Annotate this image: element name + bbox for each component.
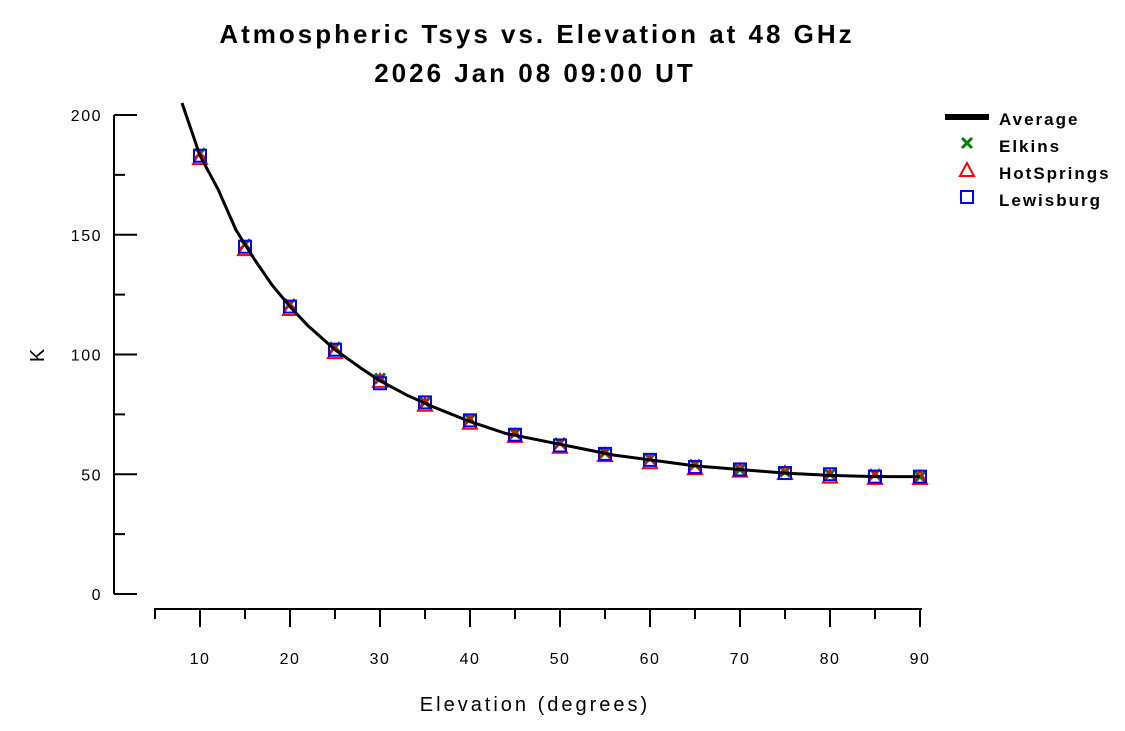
- y-axis-label: K: [27, 346, 49, 362]
- y-axis: 0 50 100 150 200: [71, 108, 137, 604]
- y-tick-label: 200: [71, 108, 102, 125]
- hotsprings-marker: [191, 149, 209, 166]
- legend-label: HotSprings: [999, 164, 1111, 183]
- lewisburg-marker: [328, 342, 342, 357]
- legend-label: Average: [999, 110, 1079, 129]
- hotsprings-marker: [686, 459, 704, 476]
- x-tick-label: 40: [460, 651, 481, 668]
- lewisburg-marker: [193, 148, 207, 163]
- x-tick-label: 80: [820, 651, 841, 668]
- series-hotsprings: [191, 149, 929, 485]
- x-tick-label: 90: [910, 651, 931, 668]
- legend-label: Elkins: [999, 137, 1061, 156]
- series-average-line: [180, 102, 920, 479]
- legend-swatch: [960, 190, 974, 204]
- hotsprings-marker: [371, 371, 389, 388]
- legend-item-lewisburg: Lewisburg: [960, 190, 1102, 210]
- legend-item-elkins: Elkins: [960, 136, 1061, 156]
- series-elkins: [193, 147, 927, 483]
- x-tick-label: 10: [190, 651, 211, 668]
- y-tick-label: 0: [92, 587, 102, 604]
- legend-swatch: [960, 136, 974, 150]
- x-axis: 10 20 30 40 50 60 70 80 90: [154, 608, 931, 668]
- chart-title: Atmospheric Tsys vs. Elevation at 48 GHz: [219, 19, 854, 49]
- legend-swatch: [958, 160, 976, 177]
- x-tick-label: 30: [370, 651, 391, 668]
- chart-subtitle: 2026 Jan 08 09:00 UT: [374, 58, 696, 88]
- legend-item-hotsprings: HotSprings: [958, 160, 1111, 183]
- x-tick-label: 50: [550, 651, 571, 668]
- x-tick-label: 20: [280, 651, 301, 668]
- x-tick-label: 60: [640, 651, 661, 668]
- lewisburg-marker: [238, 239, 252, 254]
- lewisburg-marker: [418, 395, 432, 410]
- y-tick-label: 50: [81, 467, 102, 484]
- x-tick-label: 70: [730, 651, 751, 668]
- x-axis-label: Elevation (degrees): [420, 694, 650, 716]
- lewisburg-marker: [283, 299, 297, 314]
- y-tick-label: 100: [71, 348, 102, 365]
- legend-label: Lewisburg: [999, 191, 1102, 210]
- series-lewisburg: [193, 148, 927, 484]
- legend: Average Elkins HotSprings Lewisburg: [945, 110, 1111, 210]
- plot-area: [180, 102, 929, 485]
- legend-item-average: Average: [945, 110, 1079, 129]
- y-tick-label: 150: [71, 228, 102, 245]
